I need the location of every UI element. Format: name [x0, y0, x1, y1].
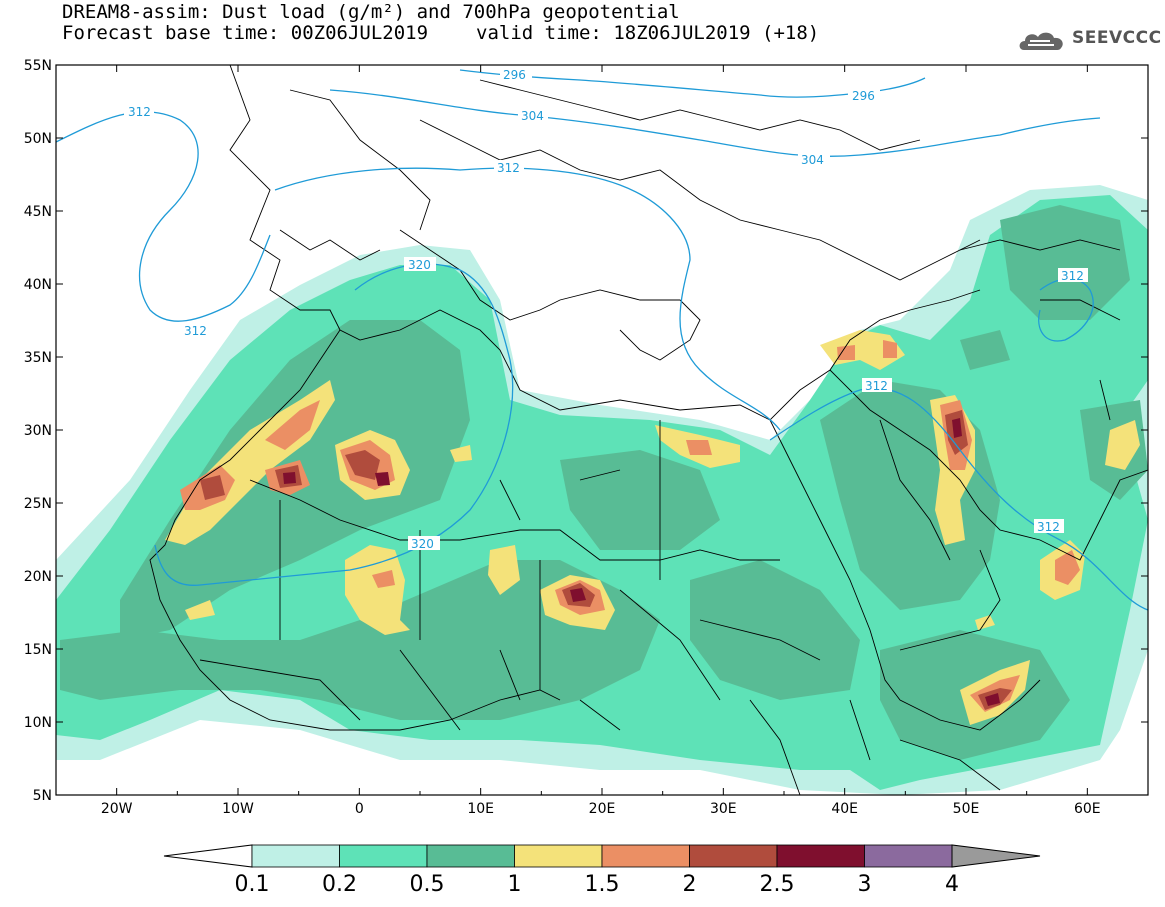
cloud-icon — [1019, 32, 1063, 50]
lat-tick-label: 35N — [24, 350, 52, 366]
lat-tick-label: 50N — [24, 131, 52, 147]
contour-label: 320 — [408, 258, 431, 272]
seevccc-logo: SEEVCCC — [1016, 26, 1161, 56]
lon-tick-label: 10E — [467, 801, 494, 817]
contour-label: 312 — [865, 379, 888, 393]
latitude-ticks: 5N 10N 15N 20N 25N 30N 35N 40N 45N 50N 55N — [24, 58, 1148, 804]
lat-tick-label: 40N — [24, 277, 52, 293]
lon-tick-label: 50E — [953, 801, 980, 817]
lon-tick-label: 40E — [831, 801, 858, 817]
colorbar-segment — [426, 844, 515, 868]
colorbar-label: 2 — [683, 872, 697, 897]
dust-region-2-5 — [283, 418, 1000, 706]
colorbar-label: 4 — [945, 872, 959, 897]
lat-tick-label: 20N — [24, 569, 52, 585]
contour-labels: 312 296 304 304 312 320 312 320 312 312 … — [124, 68, 1088, 551]
contour-label: 312 — [128, 105, 151, 119]
colorbar-min-arrow — [163, 844, 253, 868]
longitude-ticks: 20W 10W 0 10E 20E 30E 40E 50E 60E — [55, 65, 1149, 817]
lon-tick-label: 0 — [355, 801, 364, 817]
contour-312-north — [274, 167, 781, 431]
lat-tick-label: 45N — [24, 204, 52, 220]
contour-304 — [329, 89, 1101, 157]
dust-fields — [56, 185, 1148, 795]
lon-tick-label: 20E — [589, 801, 616, 817]
contour-label: 312 — [497, 161, 520, 175]
contour-label: 312 — [184, 324, 207, 338]
lat-tick-label: 15N — [24, 642, 52, 658]
lon-tick-label: 30E — [710, 801, 737, 817]
lat-tick-label: 10N — [24, 715, 52, 731]
contour-label: 312 — [1037, 520, 1060, 534]
lon-tick-label: 10W — [222, 801, 254, 817]
colorbar-segment — [251, 844, 340, 868]
contour-label: 304 — [801, 153, 824, 167]
coastlines — [149, 65, 1148, 795]
lat-tick-label: 25N — [24, 496, 52, 512]
map-title: DREAM8-assim: Dust load (g/m²) and 700hP… — [62, 1, 680, 23]
colorbar-label: 0.2 — [322, 872, 357, 897]
colorbar-segment — [776, 844, 865, 868]
lon-tick-label: 60E — [1074, 801, 1101, 817]
contour-label: 296 — [852, 89, 875, 103]
colorbar-label: 2.5 — [760, 872, 795, 897]
colorbar-label: 1.5 — [585, 872, 620, 897]
colorbar-label: 0.5 — [410, 872, 445, 897]
colorbar-segment — [689, 844, 778, 868]
colorbar-label: 3 — [858, 872, 872, 897]
logo-text: SEEVCCC — [1072, 28, 1162, 48]
colorbar-segment — [339, 844, 428, 868]
colorbar-label: 0.1 — [235, 872, 270, 897]
contour-312-west — [56, 111, 271, 322]
time-line: Forecast base time: 00Z06JUL2019 valid ti… — [62, 23, 1062, 44]
lat-tick-label: 55N — [24, 58, 52, 74]
lat-tick-label: 30N — [24, 423, 52, 439]
colorbar-label: 1 — [508, 872, 522, 897]
colorbar-segment — [601, 844, 690, 868]
contour-label: 320 — [411, 537, 434, 551]
colorbar-segment — [864, 844, 953, 868]
contour-label: 304 — [521, 109, 544, 123]
colorbar-max-arrow — [951, 844, 1041, 868]
base-time: Forecast base time: 00Z06JUL2019 — [62, 22, 429, 44]
map-header: DREAM8-assim: Dust load (g/m²) and 700hP… — [62, 2, 1062, 44]
contour-320 — [154, 263, 514, 586]
colorbar-segment — [514, 844, 603, 868]
lon-tick-label: 20W — [101, 801, 133, 817]
lat-tick-label: 5N — [33, 788, 52, 804]
valid-time: valid time: 18Z06JUL2019 (+18) — [476, 22, 820, 44]
contour-label: 312 — [1061, 269, 1084, 283]
contour-label: 296 — [503, 68, 526, 82]
contour-312-east — [769, 387, 1148, 611]
